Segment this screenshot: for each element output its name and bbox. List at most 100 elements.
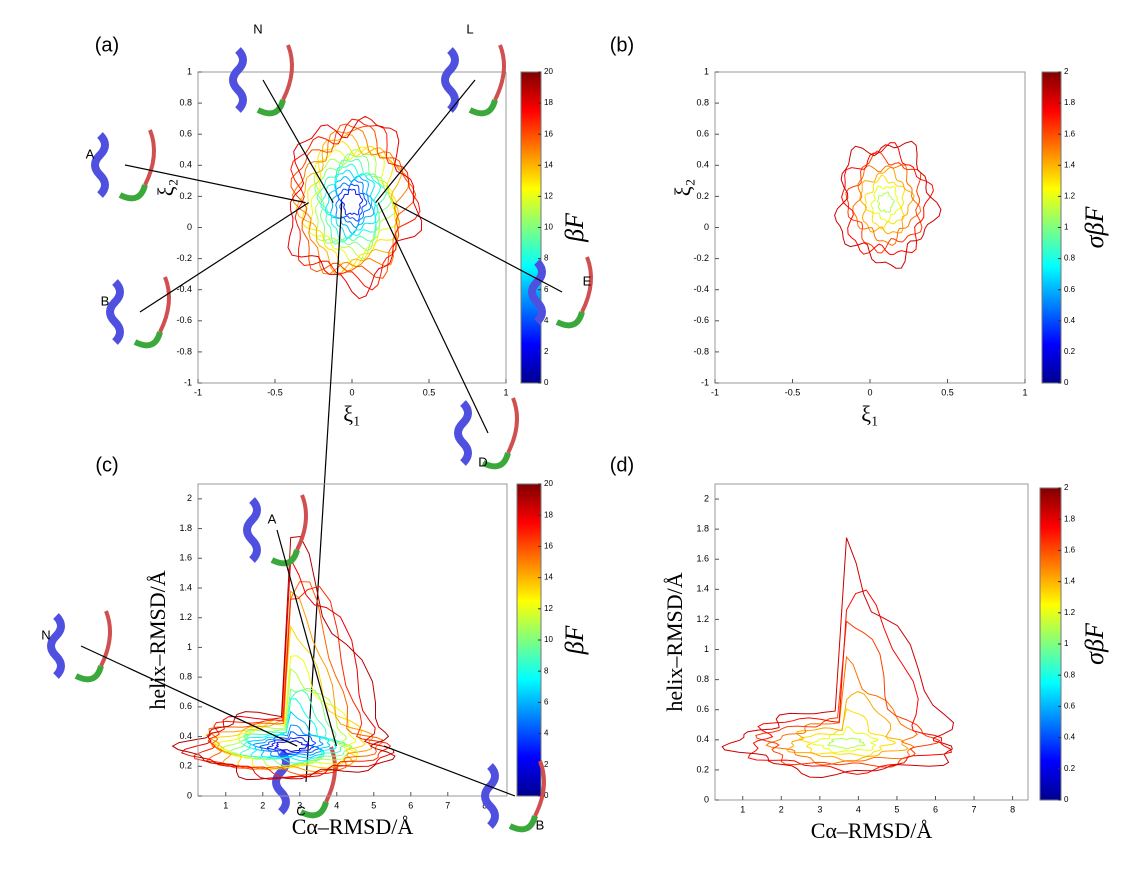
colorbar-tick-label: 0.4 <box>1064 316 1076 325</box>
contour-line <box>765 655 918 766</box>
y-tick-label: 1.8 <box>696 524 709 534</box>
colorbar-tick-label: 0.6 <box>1064 285 1076 294</box>
contour-line <box>320 163 382 243</box>
y-axis-label: ξ₂ <box>153 179 178 196</box>
helix-cartoon <box>47 613 65 679</box>
colorbar-tick-label: 0 <box>1064 795 1069 804</box>
contour-line <box>877 191 895 213</box>
colorbar-tick-label: 1 <box>1064 223 1069 232</box>
x-tick-label: 3 <box>817 804 822 814</box>
annotation: E <box>583 273 592 288</box>
y-tick-label: 1.2 <box>179 612 192 622</box>
annotation: N <box>253 21 262 36</box>
y-tick-label: 0.4 <box>696 734 709 744</box>
y-tick-label: 0.6 <box>179 129 192 139</box>
x-tick-label: 7 <box>972 804 977 814</box>
y-tick-label: 0.8 <box>179 97 192 107</box>
contour-line <box>834 140 942 269</box>
y-tick-label: 1 <box>704 66 709 76</box>
coil-cartoon <box>281 44 294 101</box>
colorbar-tick-label: 14 <box>544 160 553 169</box>
pointer-line <box>262 79 334 203</box>
loop-cartoon <box>555 311 585 329</box>
x-tick-label: -1 <box>711 387 719 397</box>
colorbar-tick-label: 0.8 <box>1064 254 1076 263</box>
y-tick-label: 0.8 <box>696 97 709 107</box>
y-tick-label: 2 <box>187 493 192 503</box>
y-tick-label: 0.2 <box>696 764 709 774</box>
helix-cartoon <box>91 132 109 198</box>
x-tick-label: 0.5 <box>423 387 436 397</box>
y-tick-label: 1.8 <box>179 523 192 533</box>
x-axis-label: Cα–RMSD/Å <box>811 818 933 843</box>
y-tick-label: 0.2 <box>696 191 709 201</box>
y-tick-label: 0.2 <box>179 761 192 771</box>
y-axis-label: helix–RMSD/Å <box>662 572 687 711</box>
x-tick-label: -1 <box>194 387 202 397</box>
colorbar <box>1039 487 1062 801</box>
helix-cartoon <box>229 47 247 113</box>
colorbar-tick-label: 14 <box>544 573 553 582</box>
y-tick-label: 0 <box>704 222 709 232</box>
contour-line <box>755 620 941 768</box>
x-tick-label: 0 <box>867 387 872 397</box>
contour-line <box>721 537 955 779</box>
colorbar-tick-label: 20 <box>544 67 553 76</box>
x-tick-label: 6 <box>408 800 413 810</box>
x-tick-label: 1 <box>223 800 228 810</box>
loop-cartoon <box>118 184 148 202</box>
colorbar-tick-label: 18 <box>544 510 553 519</box>
x-axis-label: Cα–RMSD/Å <box>292 814 414 839</box>
y-tick-label: -1 <box>701 377 709 387</box>
pointer-line <box>139 202 309 313</box>
contour-line <box>274 740 309 752</box>
colorbar-tick-label: 0.8 <box>1064 670 1076 679</box>
x-tick-label: 4 <box>334 800 339 810</box>
colorbar-tick-label: 18 <box>544 98 553 107</box>
coil-cartoon <box>533 760 546 817</box>
contour-line <box>287 115 423 300</box>
contour-line <box>845 150 923 254</box>
contour-line <box>786 691 909 762</box>
colorbar-tick-label: 1.2 <box>1064 192 1076 201</box>
colorbar-tick-label: 0 <box>544 791 549 800</box>
x-tick-label: 5 <box>371 800 376 810</box>
contour-line <box>308 146 399 267</box>
colorbar-label: σβF <box>1080 622 1109 665</box>
helix-cartoon <box>243 497 261 563</box>
colorbar-tick-label: 1.4 <box>1064 577 1076 586</box>
y-tick-label: 0.6 <box>696 129 709 139</box>
colorbar-tick-label: 0.6 <box>1064 702 1076 711</box>
contour-line <box>258 731 320 756</box>
y-tick-label: 0 <box>187 790 192 800</box>
colorbar-tick-label: 0.2 <box>1064 764 1076 773</box>
annotation: B <box>101 293 110 308</box>
x-tick-label: 4 <box>856 804 861 814</box>
panel-label: (d) <box>610 454 634 476</box>
annotation: D <box>478 454 487 469</box>
colorbar-tick-label: 16 <box>544 542 553 551</box>
contour-line <box>267 736 315 754</box>
x-tick-label: 8 <box>1010 804 1015 814</box>
y-tick-label: 1.4 <box>696 584 709 594</box>
y-tick-label: 0.8 <box>179 672 192 682</box>
helix-cartoon <box>441 47 459 113</box>
colorbar-tick-label: 1.2 <box>1064 608 1076 617</box>
pointer-line <box>377 202 489 434</box>
y-tick-label: 2 <box>704 493 709 503</box>
x-tick-label: -0.5 <box>267 387 283 397</box>
colorbar-tick-label: 0.2 <box>1064 347 1076 356</box>
colorbar-tick-label: 0 <box>544 378 549 387</box>
y-tick-label: 1.4 <box>179 582 192 592</box>
loop-cartoon <box>270 549 300 567</box>
x-tick-label: 5 <box>894 804 899 814</box>
y-tick-label: 1 <box>187 642 192 652</box>
plot-frame <box>197 71 507 384</box>
colorbar <box>516 483 542 797</box>
contour-line <box>810 726 879 753</box>
colorbar-tick-label: 1.6 <box>1064 546 1076 555</box>
y-tick-label: 1 <box>187 66 192 76</box>
coil-cartoon <box>158 276 171 333</box>
contour-line <box>870 185 902 222</box>
colorbar-tick-label: 2 <box>544 760 549 769</box>
